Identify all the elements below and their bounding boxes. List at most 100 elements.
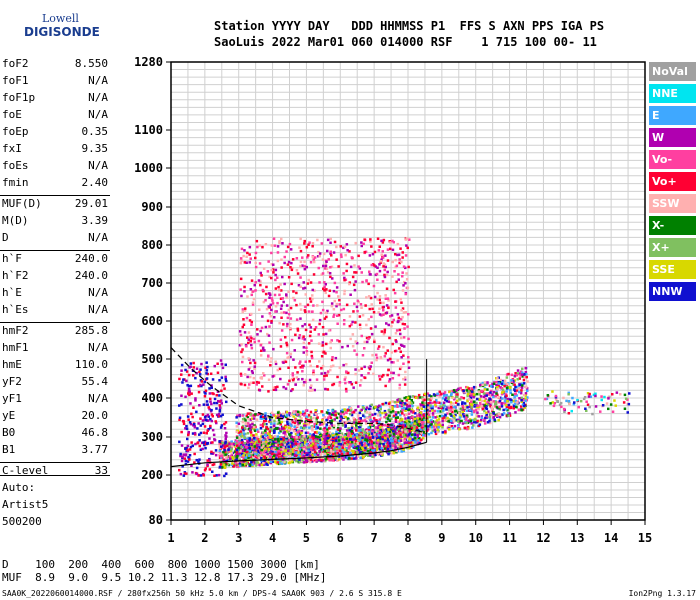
echo-point [240,438,244,442]
echo-point [378,418,381,421]
echo-point [388,409,391,412]
echo-point [340,432,344,435]
echo-point [285,454,288,457]
echo-point [487,399,491,402]
echo-point [493,419,497,423]
param-name: h`Es [2,303,29,316]
echo-point [451,389,454,393]
echo-point [485,413,488,416]
echo-point [308,241,311,244]
auto-label: Auto: [2,481,36,494]
echo-point [408,397,411,400]
param-name: yF2 [2,375,22,388]
echo-point [344,444,347,447]
param-value: N/A [88,303,108,316]
echo-point [519,391,523,395]
echo-point [314,409,317,412]
echo-point [334,410,337,413]
echo-point [404,420,407,424]
echo-point [287,441,290,445]
echo-point [465,389,468,392]
echo-point [321,418,324,422]
echo-point [430,426,434,429]
echo-point [481,381,485,385]
echo-point [386,297,390,300]
echo-point [319,427,322,430]
echo-point [248,454,251,457]
echo-point [302,346,306,349]
echo-point [343,435,347,439]
echo-point [431,407,434,411]
echo-point [277,439,280,443]
echo-point [277,427,281,430]
echo-point [452,389,456,392]
echo-point [278,367,282,371]
echo-point [424,426,428,429]
echo-point [307,453,311,456]
echo-point [266,452,269,456]
echo-point [313,289,316,292]
echo-point [237,446,240,450]
echo-point [334,442,338,445]
echo-point [411,395,415,398]
echo-point [518,377,521,380]
echo-point [265,462,268,466]
echo-point [453,417,456,420]
echo-point [508,412,511,415]
echo-point [339,433,342,437]
echo-point [281,448,285,451]
echo-point [381,241,385,244]
echo-point [284,433,287,436]
echo-point [402,406,406,410]
echo-point [219,452,222,455]
echo-point [297,284,301,287]
echo-point [394,420,398,423]
echo-point [406,436,409,440]
echo-point [518,397,521,400]
echo-point [386,444,390,448]
echo-point [433,409,436,413]
echo-point [323,452,326,456]
echo-point [306,436,309,439]
echo-point [270,321,273,324]
echo-point [470,390,474,393]
echo-point [397,422,400,425]
echo-point [283,443,287,446]
echo-point [323,285,326,289]
echo-point [233,464,236,467]
echo-point [471,426,474,429]
echo-point [403,383,407,386]
echo-point [509,398,512,401]
echo-point [247,422,250,425]
echo-point [344,424,347,427]
echo-point [247,386,250,390]
param-separator [0,475,110,476]
echo-point [312,440,315,443]
echo-point [367,433,371,436]
echo-point [466,406,469,409]
echo-point [446,412,449,415]
echo-point [289,322,292,326]
echo-point [522,378,526,382]
param-value: 0.35 [81,125,109,138]
echo-point [344,410,347,413]
echo-point [222,444,226,447]
echo-point [339,427,342,430]
echo-point [298,452,301,456]
echo-point [498,399,502,403]
echo-point [248,463,252,467]
echo-point [225,454,228,458]
echo-point [253,442,257,445]
echo-point [284,415,288,419]
echo-point [513,392,517,396]
echo-point [383,424,387,427]
echo-point [408,438,412,441]
echo-point [259,427,263,430]
echo-point [367,436,371,440]
param-name: C-level [2,464,49,477]
param-separator [0,195,110,196]
echo-point [263,429,267,432]
echo-point [270,413,273,417]
echo-point [373,449,376,452]
echo-point [382,313,385,316]
